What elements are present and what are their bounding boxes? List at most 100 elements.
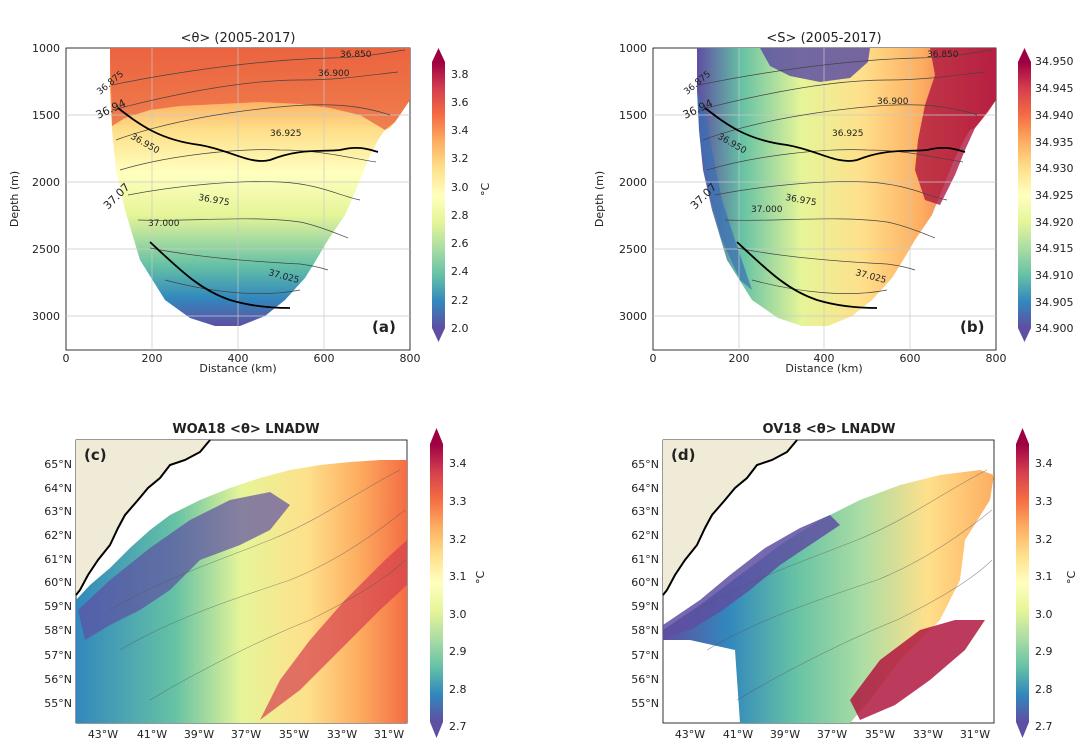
panel-b-xticks: 0 200 400 600 800 xyxy=(650,352,1007,365)
colorbar-tick: 3.3 xyxy=(1035,495,1053,508)
panel-c-coastline xyxy=(75,439,211,596)
x-tick-label: 43°W xyxy=(88,728,118,741)
colorbar-tick: 3.0 xyxy=(451,181,469,194)
panel-a-bold-contour-upper xyxy=(117,107,379,162)
panel-b-section-field xyxy=(697,48,996,326)
colorbar-tick: 3.0 xyxy=(449,608,467,621)
panel-b-fresh-core xyxy=(760,48,870,82)
colorbar-tick: 2.9 xyxy=(1035,645,1053,658)
x-tick-label: 800 xyxy=(986,352,1007,365)
panel-d-colorbar-label: °C xyxy=(1065,571,1078,585)
panel-c-yticks: 55°N 56°N 57°N 58°N 59°N 60°N 61°N 62°N … xyxy=(44,458,72,710)
colorbar-tick: 34.930 xyxy=(1035,162,1074,175)
panel-b-yticks: 1000 1500 2000 2500 3000 xyxy=(619,42,647,323)
panel-b-colorbar-ticks: 34.900 34.905 34.910 34.915 34.920 34.92… xyxy=(1035,55,1074,335)
x-tick-label: 37°W xyxy=(817,728,847,741)
x-tick-label: 600 xyxy=(900,352,921,365)
panel-d-colorbar-ticks: 2.7 2.8 2.9 3.0 3.1 3.2 3.3 3.4 xyxy=(1035,457,1053,733)
x-tick-label: 33°W xyxy=(913,728,943,741)
panel-d-bathymetry xyxy=(696,469,993,701)
panel-b-contour-label: 36.925 xyxy=(832,129,864,139)
y-tick-label: 58°N xyxy=(44,624,72,637)
panel-a-title: <θ> (2005-2017) xyxy=(181,31,296,46)
panel-d-label: (d) xyxy=(671,446,695,464)
colorbar-tick: 2.9 xyxy=(449,645,467,658)
panel-b-fresh-edge xyxy=(697,90,752,290)
panel-a-section-field xyxy=(110,48,410,326)
x-tick-label: 600 xyxy=(314,352,335,365)
x-tick-label: 31°W xyxy=(960,728,990,741)
colorbar-tick: 3.8 xyxy=(451,68,469,81)
panel-c-bathymetry xyxy=(109,469,406,701)
x-tick-label: 0 xyxy=(63,352,70,365)
panel-a-contour-label: 36.850 xyxy=(340,50,372,60)
panel-a-colorbar xyxy=(432,48,445,342)
y-tick-label: 55°N xyxy=(631,697,659,710)
colorbar-tick: 34.905 xyxy=(1035,296,1074,309)
y-tick-label: 61°N xyxy=(631,553,659,566)
panel-d-coastline xyxy=(662,439,798,596)
colorbar-tick: 3.2 xyxy=(1035,533,1053,546)
panel-a-bold-contour-lower xyxy=(149,241,291,309)
y-tick-label: 57°N xyxy=(631,649,659,662)
panel-b-bold-contour-lower xyxy=(736,241,878,309)
y-tick-label: 64°N xyxy=(44,482,72,495)
panel-c-xticks: 43°W 41°W 39°W 37°W 35°W 33°W 31°W xyxy=(88,728,404,741)
colorbar-bottom-arrow xyxy=(432,328,445,342)
y-tick-label: 60°N xyxy=(44,576,72,589)
panel-b-gridlines xyxy=(653,48,996,350)
x-tick-label: 400 xyxy=(228,352,249,365)
y-tick-label: 55°N xyxy=(44,697,72,710)
colorbar-tick: 34.935 xyxy=(1035,136,1074,149)
x-tick-label: 33°W xyxy=(327,728,357,741)
panel-d-colorbar xyxy=(1016,428,1029,738)
x-tick-label: 200 xyxy=(142,352,163,365)
colorbar-tick: 2.2 xyxy=(451,294,469,307)
y-tick-label: 3000 xyxy=(619,310,647,323)
y-tick-label: 1000 xyxy=(619,42,647,55)
y-tick-label: 58°N xyxy=(631,624,659,637)
panel-a-label: (a) xyxy=(372,318,396,336)
colorbar-tick: 34.915 xyxy=(1035,242,1074,255)
x-tick-label: 41°W xyxy=(137,728,167,741)
y-tick-label: 61°N xyxy=(44,553,72,566)
panel-d: OV18 <θ> LNADW (d) 43°W 41°W 39°W 37°W 3… xyxy=(631,422,1078,741)
panel-c-colorbar-label: °C xyxy=(474,571,487,585)
y-tick-label: 2500 xyxy=(32,243,60,256)
colorbar-tick: 2.8 xyxy=(451,209,469,222)
colorbar-tick: 34.900 xyxy=(1035,322,1074,335)
x-tick-label: 43°W xyxy=(675,728,705,741)
colorbar-tick: 2.8 xyxy=(449,683,467,696)
colorbar-tick: 34.945 xyxy=(1035,82,1074,95)
y-tick-label: 1500 xyxy=(32,109,60,122)
y-tick-label: 56°N xyxy=(631,673,659,686)
y-tick-label: 59°N xyxy=(44,600,72,613)
panel-a-colorbar-label: °C xyxy=(479,183,492,197)
panel-d-greenland-land xyxy=(663,440,797,595)
colorbar-tick: 3.0 xyxy=(1035,608,1053,621)
panel-a-xlabel: Distance (km) xyxy=(199,362,276,375)
panel-c-greenland-land xyxy=(76,440,210,595)
colorbar-tick: 3.2 xyxy=(451,152,469,165)
panel-a-xticks: 0 200 400 600 800 xyxy=(63,352,421,365)
panel-a-ylabel: Depth (m) xyxy=(8,171,21,227)
colorbar-bottom-arrow xyxy=(1016,722,1029,738)
panel-a-contour-label: 37.000 xyxy=(148,219,180,229)
colorbar-top-arrow xyxy=(430,428,443,444)
colorbar-tick: 2.7 xyxy=(449,720,467,733)
colorbar-tick: 2.6 xyxy=(451,237,469,250)
panel-b-xlabel: Distance (km) xyxy=(785,362,862,375)
colorbar-tick: 34.910 xyxy=(1035,269,1074,282)
colorbar-tick: 34.940 xyxy=(1035,109,1074,122)
panel-d-xticks: 43°W 41°W 39°W 37°W 35°W 33°W 31°W xyxy=(675,728,990,741)
colorbar-tick: 3.2 xyxy=(449,533,467,546)
x-tick-label: 400 xyxy=(814,352,835,365)
colorbar-bottom-arrow xyxy=(1018,328,1031,342)
colorbar-top-arrow xyxy=(1018,48,1031,62)
panel-c: WOA18 <θ> LNADW (c) 43°W 41°W 39°W 37°W … xyxy=(44,422,487,741)
colorbar-tick: 3.4 xyxy=(449,457,467,470)
x-tick-label: 35°W xyxy=(865,728,895,741)
y-tick-label: 3000 xyxy=(32,310,60,323)
x-tick-label: 31°W xyxy=(374,728,404,741)
y-tick-label: 2000 xyxy=(619,176,647,189)
